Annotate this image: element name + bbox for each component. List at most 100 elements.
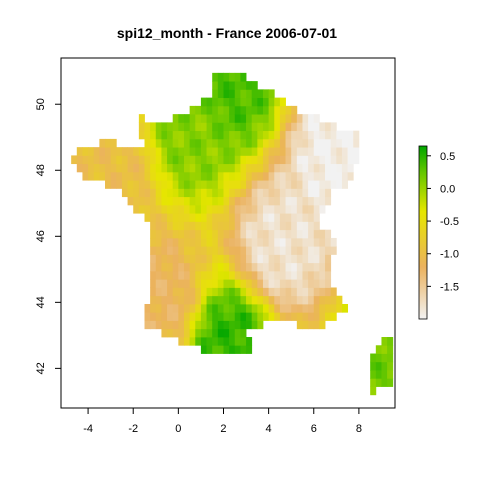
raster-cell xyxy=(229,188,236,198)
raster-cell xyxy=(313,312,320,321)
raster-cell xyxy=(161,155,168,165)
raster-cell xyxy=(370,353,377,363)
raster-cell xyxy=(189,204,196,214)
raster-cell xyxy=(336,138,343,148)
raster-cell xyxy=(268,171,275,181)
raster-cell xyxy=(212,188,219,198)
raster-cell xyxy=(183,229,191,239)
raster-cell xyxy=(246,114,253,123)
raster-cell xyxy=(291,163,298,173)
raster-cell xyxy=(200,213,207,222)
raster-cell xyxy=(150,295,157,305)
raster-cell xyxy=(291,204,298,214)
raster-cell xyxy=(223,246,230,255)
raster-cell xyxy=(240,130,247,140)
raster-cell xyxy=(246,246,253,255)
raster-cell xyxy=(217,328,224,338)
raster-cell xyxy=(217,246,224,255)
raster-cell xyxy=(262,105,270,115)
raster-cell xyxy=(240,122,247,132)
raster-cell xyxy=(234,171,241,181)
raster-cell xyxy=(133,171,140,181)
raster-cell xyxy=(223,130,230,140)
raster-cell xyxy=(381,353,388,363)
raster-cell xyxy=(257,312,264,321)
raster-cell xyxy=(302,320,309,330)
raster-cell xyxy=(251,204,258,214)
raster-cell xyxy=(200,246,207,255)
raster-cell xyxy=(381,370,388,379)
raster-cell xyxy=(229,163,236,173)
raster-cell xyxy=(172,295,179,305)
raster-cell xyxy=(178,312,185,321)
raster-cell xyxy=(183,246,191,255)
raster-cell xyxy=(246,147,253,156)
raster-cell xyxy=(223,328,230,338)
raster-cell xyxy=(381,361,388,371)
raster-cell xyxy=(71,155,78,165)
raster-cell xyxy=(296,279,303,288)
raster-cell xyxy=(325,171,332,181)
raster-cell xyxy=(274,105,281,115)
raster-cell xyxy=(387,353,394,363)
raster-cell xyxy=(246,279,253,288)
raster-cell xyxy=(279,312,286,321)
raster-cell xyxy=(240,345,247,354)
raster-cell xyxy=(138,196,145,206)
raster-cell xyxy=(274,229,281,239)
raster-cell xyxy=(246,262,253,272)
raster-cell xyxy=(291,287,298,297)
raster-cell xyxy=(319,254,326,264)
raster-cell xyxy=(155,204,162,214)
raster-cell xyxy=(200,138,207,148)
raster-cell xyxy=(155,138,162,148)
raster-cell xyxy=(172,229,179,239)
raster-cell xyxy=(257,171,264,181)
raster-cell xyxy=(200,130,207,140)
raster-cell xyxy=(217,287,224,297)
raster-cell xyxy=(285,312,292,321)
raster-cell xyxy=(313,147,320,156)
raster-cell xyxy=(167,147,174,156)
raster-cell xyxy=(229,262,236,272)
raster-cell xyxy=(178,147,185,156)
raster-cell xyxy=(229,287,236,297)
raster-cell xyxy=(200,204,207,214)
raster-cell xyxy=(387,378,394,387)
raster-cell xyxy=(274,171,281,181)
raster-cell xyxy=(285,180,292,189)
raster-cell xyxy=(291,138,298,148)
raster-cell xyxy=(285,147,292,156)
raster-cell xyxy=(99,147,106,156)
raster-cell xyxy=(319,138,326,148)
raster-cell xyxy=(296,138,303,148)
raster-cell xyxy=(212,89,219,99)
raster-cell xyxy=(183,163,191,173)
raster-cell xyxy=(302,147,309,156)
raster-cell xyxy=(274,270,281,280)
raster-cell xyxy=(302,171,309,181)
raster-cell xyxy=(313,254,320,264)
raster-cell xyxy=(308,246,315,255)
raster-cell xyxy=(291,237,298,247)
raster-cell xyxy=(319,204,326,214)
raster-cell xyxy=(347,163,354,173)
raster-cell xyxy=(234,254,241,264)
raster-cell xyxy=(319,188,326,198)
raster-cell xyxy=(155,229,162,239)
raster-cell xyxy=(240,262,247,272)
raster-cell xyxy=(200,262,207,272)
raster-cell xyxy=(217,130,224,140)
raster-cell xyxy=(183,328,191,338)
raster-cell xyxy=(313,114,320,123)
raster-cell xyxy=(257,114,264,123)
raster-cell xyxy=(195,155,202,165)
raster-cell xyxy=(183,221,191,231)
raster-cell xyxy=(195,122,202,132)
raster-cell xyxy=(206,262,213,272)
raster-cell xyxy=(308,138,315,148)
raster-cell xyxy=(116,147,123,156)
raster-cell xyxy=(212,320,219,330)
raster-cell xyxy=(172,204,179,214)
raster-cell xyxy=(319,270,326,280)
